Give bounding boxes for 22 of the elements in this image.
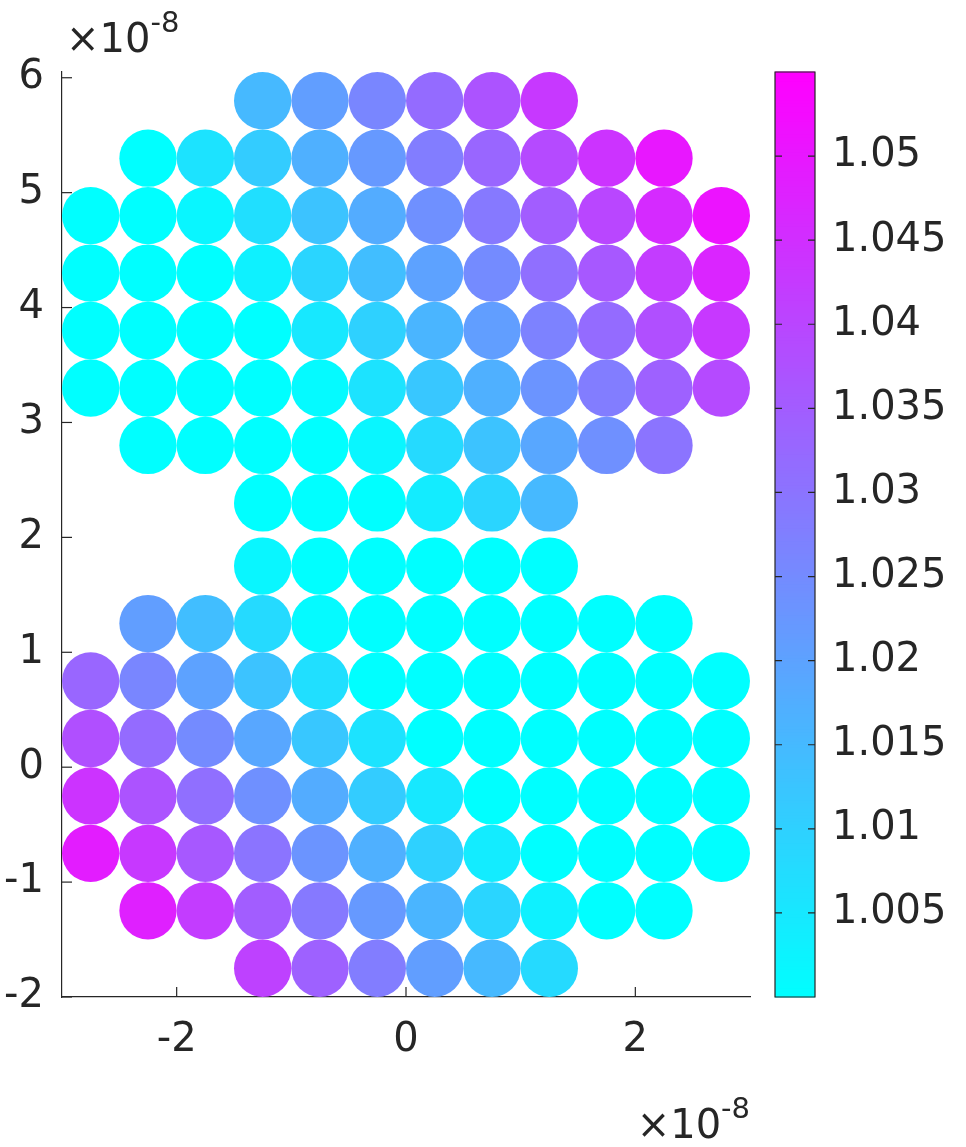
y-tick-label: 1 xyxy=(18,625,44,672)
x-tick-label: -2 xyxy=(156,1014,197,1061)
y-tick-label: -1 xyxy=(4,855,44,902)
y-tick-label: 2 xyxy=(18,510,44,557)
color-bar-label: 1.01 xyxy=(832,802,922,849)
y-tick-label: 4 xyxy=(18,280,44,327)
color-bar-label: 1.04 xyxy=(832,297,922,344)
color-bar-label: 1.045 xyxy=(832,213,947,260)
y-tick-label: 6 xyxy=(18,51,44,98)
y-tick-label: 0 xyxy=(18,740,44,787)
color-bar-label: 1.02 xyxy=(832,634,922,681)
y-tick-label: 3 xyxy=(18,395,44,442)
color-bar-label: 1.03 xyxy=(832,465,922,512)
color-bar-label: 1.005 xyxy=(832,886,947,933)
x-tick-label: 2 xyxy=(622,1014,649,1061)
x-tick-label: 0 xyxy=(393,1014,419,1061)
color-bar-label: 1.035 xyxy=(832,381,947,428)
color-bar-label: 1.05 xyxy=(832,129,922,176)
color-bar-label: 1.025 xyxy=(832,549,947,596)
color-bar-label: 1.015 xyxy=(832,718,947,765)
y-tick-label: 5 xyxy=(18,166,44,213)
y-tick-label: -2 xyxy=(4,970,44,1017)
